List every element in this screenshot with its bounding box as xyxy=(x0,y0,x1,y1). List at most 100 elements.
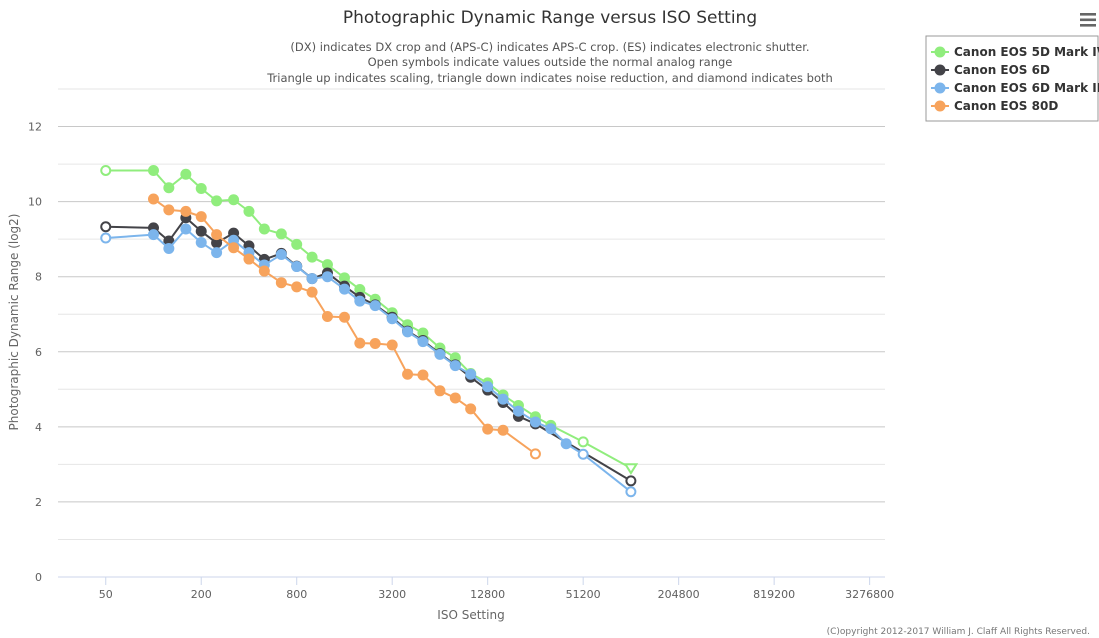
chart-title: Photographic Dynamic Range versus ISO Se… xyxy=(343,8,757,28)
data-point[interactable] xyxy=(338,283,350,295)
data-point[interactable] xyxy=(228,242,240,254)
y-tick-label: 6 xyxy=(35,346,42,359)
data-point[interactable] xyxy=(465,403,477,415)
data-point[interactable] xyxy=(497,424,509,436)
data-point[interactable] xyxy=(163,182,175,194)
data-point[interactable] xyxy=(402,368,414,380)
data-point[interactable] xyxy=(338,272,350,284)
data-point[interactable] xyxy=(386,339,398,351)
data-point[interactable] xyxy=(291,261,303,273)
data-point[interactable] xyxy=(560,438,572,450)
data-point[interactable] xyxy=(306,251,318,263)
data-point[interactable] xyxy=(147,193,159,205)
x-tick-label: 819200 xyxy=(753,588,795,601)
data-point[interactable] xyxy=(449,392,461,404)
data-point[interactable] xyxy=(338,311,350,323)
data-point[interactable] xyxy=(306,286,318,298)
data-point[interactable] xyxy=(482,423,494,435)
data-point[interactable] xyxy=(625,486,637,498)
data-point[interactable] xyxy=(417,336,429,348)
data-point[interactable] xyxy=(228,194,240,206)
data-point[interactable] xyxy=(275,228,287,240)
data-point[interactable] xyxy=(306,273,318,285)
data-point[interactable] xyxy=(291,238,303,250)
data-point[interactable] xyxy=(369,300,381,312)
data-point[interactable] xyxy=(195,237,207,249)
legend-box xyxy=(925,35,1099,122)
data-point[interactable] xyxy=(258,265,270,277)
legend-item[interactable]: Canon EOS 5D Mark IV xyxy=(931,45,1099,59)
data-point[interactable] xyxy=(482,381,494,393)
data-point[interactable] xyxy=(211,229,223,241)
chart-subtitle-line-3: Triangle up indicates scaling, triangle … xyxy=(266,71,833,85)
data-point[interactable] xyxy=(100,232,112,244)
y-tick-label: 8 xyxy=(35,271,42,284)
y-axis-title: Photographic Dynamic Range (log2) xyxy=(7,214,21,431)
legend-item[interactable]: Canon EOS 6D Mark II xyxy=(931,81,1099,95)
data-point[interactable] xyxy=(529,416,541,428)
data-point[interactable] xyxy=(434,348,446,360)
data-point[interactable] xyxy=(417,369,429,381)
x-axis: 50 200 800 3200 12800 51200 204800 819200 327680… xyxy=(99,577,894,601)
hamburger-menu-icon[interactable] xyxy=(1079,12,1097,28)
legend-marker xyxy=(934,100,946,112)
data-point[interactable] xyxy=(321,271,333,283)
data-point[interactable] xyxy=(577,436,589,448)
legend-marker xyxy=(934,82,946,94)
data-point[interactable] xyxy=(529,448,541,460)
legend-label: Canon EOS 80D xyxy=(954,99,1058,113)
data-point[interactable] xyxy=(321,259,333,271)
data-point[interactable] xyxy=(147,229,159,241)
data-point[interactable] xyxy=(321,310,333,322)
y-axis: 0 2 4 6 8 10 12 xyxy=(28,121,42,584)
y-tick-label: 4 xyxy=(35,421,42,434)
data-point[interactable] xyxy=(195,182,207,194)
series-line xyxy=(105,228,632,493)
data-point[interactable] xyxy=(625,475,637,487)
data-point[interactable] xyxy=(211,195,223,207)
data-point[interactable] xyxy=(434,385,446,397)
data-point[interactable] xyxy=(211,237,223,249)
data-point[interactable] xyxy=(545,423,557,435)
data-point[interactable] xyxy=(402,326,414,338)
data-point[interactable] xyxy=(291,281,303,293)
chart-subtitle-line-1: (DX) indicates DX crop and (APS-C) indic… xyxy=(290,40,809,54)
data-point[interactable] xyxy=(195,211,207,223)
data-point[interactable] xyxy=(369,338,381,350)
legend-marker xyxy=(934,46,946,58)
data-point[interactable] xyxy=(180,205,192,217)
series-3 xyxy=(147,193,541,460)
data-point[interactable] xyxy=(449,360,461,372)
data-point[interactable] xyxy=(354,295,366,307)
x-tick-label: 200 xyxy=(191,588,212,601)
series-1 xyxy=(100,212,637,487)
legend-item[interactable]: Canon EOS 80D xyxy=(931,99,1058,113)
data-point[interactable] xyxy=(354,283,366,295)
data-point[interactable] xyxy=(180,223,192,235)
data-point[interactable] xyxy=(258,223,270,235)
data-point[interactable] xyxy=(354,337,366,349)
data-point[interactable] xyxy=(163,243,175,255)
data-point[interactable] xyxy=(147,164,159,176)
data-point[interactable] xyxy=(275,277,287,289)
data-point[interactable] xyxy=(386,313,398,325)
data-point[interactable] xyxy=(577,448,589,460)
data-point[interactable] xyxy=(275,249,287,261)
series-2 xyxy=(100,223,637,498)
data-point[interactable] xyxy=(243,205,255,217)
y-tick-label: 12 xyxy=(28,121,42,134)
data-point[interactable] xyxy=(512,405,524,417)
data-point[interactable] xyxy=(100,221,112,233)
data-point[interactable] xyxy=(623,463,639,475)
data-point[interactable] xyxy=(465,368,477,380)
data-point[interactable] xyxy=(195,225,207,237)
data-point[interactable] xyxy=(180,168,192,180)
legend-item[interactable]: Canon EOS 6D xyxy=(931,63,1050,77)
data-point[interactable] xyxy=(243,253,255,265)
data-point[interactable] xyxy=(163,204,175,216)
data-point[interactable] xyxy=(497,393,509,405)
chart-subtitle-line-2: Open symbols indicate values outside the… xyxy=(368,55,733,69)
data-point[interactable] xyxy=(211,247,223,259)
data-point[interactable] xyxy=(100,164,112,176)
